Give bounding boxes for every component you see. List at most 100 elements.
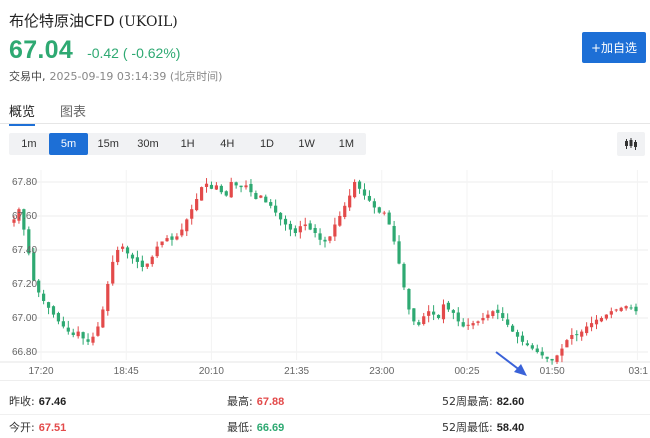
- period-1m[interactable]: 1m: [21, 138, 37, 150]
- candle-body: [308, 223, 312, 230]
- y-tick-label: 66.80: [12, 347, 37, 358]
- candle-body: [37, 280, 41, 293]
- x-tick-label: 00:25: [454, 366, 479, 377]
- trading-status: 交易中, 2025-09-19 03:14:39 (北京时间): [9, 68, 222, 84]
- candle-body: [269, 202, 273, 206]
- period-4h[interactable]: 4H: [220, 138, 235, 150]
- price-chart[interactable]: 67.80 67.60 67.40 67.20 67.00 66.80 17:20 18:4…: [0, 162, 650, 378]
- candle-body: [540, 351, 544, 356]
- candle-body: [589, 323, 594, 328]
- price-change: -0.42 ( -0.62%): [87, 45, 181, 61]
- candle-body: [121, 246, 125, 249]
- candle-body: [372, 201, 376, 208]
- candle-body: [145, 263, 149, 267]
- candle-body: [318, 233, 322, 240]
- candle-body: [288, 223, 293, 230]
- candle-body: [550, 358, 554, 361]
- period-30m[interactable]: 30m: [137, 138, 159, 150]
- add-watchlist-button[interactable]: +加自选: [582, 32, 646, 63]
- y-tick-label: 67.20: [12, 279, 37, 290]
- candle-body: [436, 314, 441, 318]
- candle-body: [530, 345, 534, 349]
- candle-body: [195, 199, 199, 211]
- candle-body: [313, 227, 317, 233]
- candle-body: [362, 189, 367, 196]
- candle-body: [125, 247, 130, 254]
- candle-body: [476, 321, 480, 323]
- candle-body: [348, 195, 352, 208]
- stats-row-2: 今开: 67.51 最低: 66.69 52周最低: 58.40: [0, 413, 650, 438]
- x-tick-label: 23:00: [369, 366, 394, 377]
- x-tick-label: 01:50: [540, 366, 565, 377]
- candle-body: [22, 209, 26, 230]
- candle-body: [407, 288, 411, 310]
- y-tick-label: 67.60: [12, 211, 37, 222]
- period-15m[interactable]: 15m: [97, 138, 119, 150]
- candle-body: [328, 236, 332, 241]
- candle-body: [446, 302, 451, 310]
- candle-body: [461, 322, 465, 327]
- period-1h[interactable]: 1H: [180, 138, 195, 150]
- candle-body: [520, 335, 525, 342]
- tab-chart[interactable]: 图表: [60, 105, 87, 120]
- candle-body: [254, 192, 258, 199]
- candle-body: [353, 182, 357, 198]
- candle-body: [12, 219, 16, 223]
- period-1mo[interactable]: 1M: [338, 138, 354, 150]
- candle-body: [560, 348, 564, 356]
- candle-body: [229, 182, 233, 198]
- candle-body: [471, 323, 475, 326]
- candle-body: [629, 307, 633, 309]
- candle-body: [303, 224, 307, 227]
- candle-body: [91, 336, 95, 343]
- period-1w[interactable]: 1W: [298, 138, 315, 150]
- candle-body: [224, 191, 228, 196]
- instrument-name: 布伦特原油CFD: [9, 12, 115, 30]
- candle-body: [244, 185, 248, 188]
- candle-body: [333, 224, 337, 237]
- candlestick-icon: [625, 138, 637, 150]
- candle-body: [81, 332, 85, 339]
- candle-body: [116, 250, 120, 263]
- quote-line: 67.04 -0.42 ( -0.62%): [9, 36, 180, 68]
- candle-body: [377, 207, 381, 213]
- candle-body: [106, 284, 110, 312]
- candle-body: [46, 302, 51, 308]
- open-stat: 今开: 67.51: [9, 421, 67, 434]
- tab-bar: 概览 图表: [0, 98, 650, 126]
- candle-body: [417, 322, 421, 325]
- candle-body: [51, 306, 56, 315]
- high-stat: 最高: 67.88: [227, 395, 285, 408]
- candle-body: [486, 314, 490, 318]
- candle-body: [165, 238, 169, 242]
- chart-type-button[interactable]: [617, 132, 645, 156]
- candle-body: [609, 311, 613, 315]
- candle-body: [481, 318, 485, 321]
- period-5m[interactable]: 5m: [48, 133, 89, 155]
- candle-body: [42, 293, 46, 301]
- candle-body: [71, 332, 75, 335]
- candle-body: [283, 218, 288, 225]
- candle-body: [135, 257, 140, 262]
- candle-body: [387, 212, 391, 225]
- candle-body: [293, 228, 297, 233]
- low-marker-arrow: [495, 351, 527, 376]
- candle-body: [180, 229, 184, 236]
- candle-body: [575, 334, 579, 336]
- candle-body: [61, 321, 65, 327]
- candle-body: [451, 310, 455, 313]
- candle-body: [214, 185, 218, 190]
- candle-body: [27, 229, 31, 254]
- candle-body: [278, 212, 283, 220]
- candle-body: [130, 254, 135, 259]
- candle-body: [140, 260, 144, 267]
- tab-overview[interactable]: 概览: [9, 101, 36, 126]
- candle-body: [209, 184, 214, 189]
- candle-body: [170, 236, 174, 240]
- candle-body: [66, 327, 70, 332]
- y-tick-label: 67.80: [12, 177, 37, 188]
- candle-body: [535, 348, 539, 352]
- candle-body: [382, 212, 386, 214]
- candle-body: [392, 225, 396, 242]
- period-1d[interactable]: 1D: [259, 138, 274, 150]
